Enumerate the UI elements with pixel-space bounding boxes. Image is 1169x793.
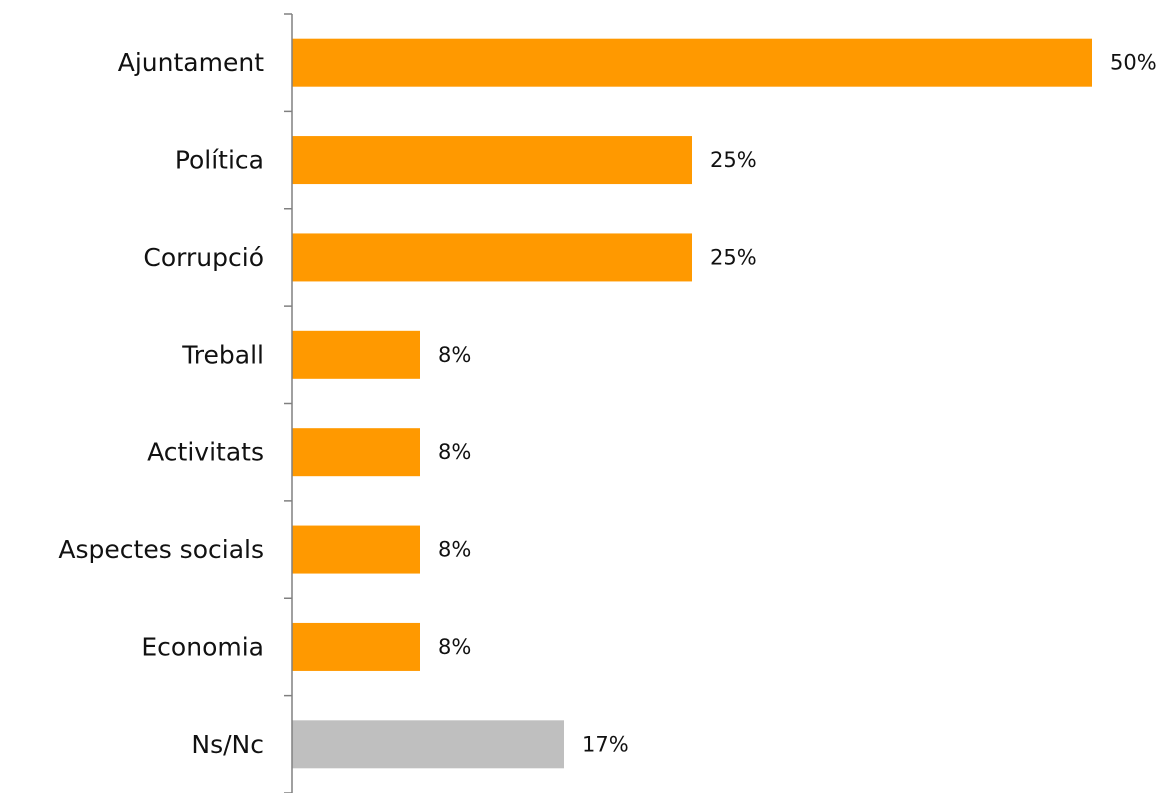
category-label: Activitats bbox=[147, 438, 264, 467]
value-label: 8% bbox=[438, 343, 471, 367]
value-label: 25% bbox=[710, 245, 757, 269]
category-label: Aspectes socials bbox=[58, 535, 264, 564]
category-label: Política bbox=[175, 146, 264, 175]
bar bbox=[292, 38, 1092, 87]
bar-group bbox=[292, 38, 1092, 769]
category-label: Economia bbox=[141, 632, 264, 661]
bar bbox=[292, 233, 692, 282]
category-label: Treball bbox=[181, 340, 264, 369]
bar bbox=[292, 525, 420, 574]
value-label: 25% bbox=[710, 148, 757, 172]
value-labels: 50% 25% 25% 8% 8% 8% 8% 17% bbox=[438, 51, 1157, 757]
y-axis-ticks bbox=[284, 13, 292, 793]
value-label: 8% bbox=[438, 635, 471, 659]
value-label: 8% bbox=[438, 538, 471, 562]
category-labels: Ajuntament Política Corrupció Treball Activi… bbox=[58, 48, 264, 759]
bar bbox=[292, 330, 420, 379]
bar bbox=[292, 136, 692, 185]
category-label: Ajuntament bbox=[118, 48, 264, 77]
bar bbox=[292, 720, 564, 769]
value-label: 17% bbox=[582, 732, 629, 756]
value-label: 50% bbox=[1110, 51, 1157, 75]
bar bbox=[292, 428, 420, 477]
category-label: Ns/Nc bbox=[191, 730, 264, 759]
value-label: 8% bbox=[438, 440, 471, 464]
category-label: Corrupció bbox=[143, 243, 264, 272]
bar bbox=[292, 622, 420, 671]
